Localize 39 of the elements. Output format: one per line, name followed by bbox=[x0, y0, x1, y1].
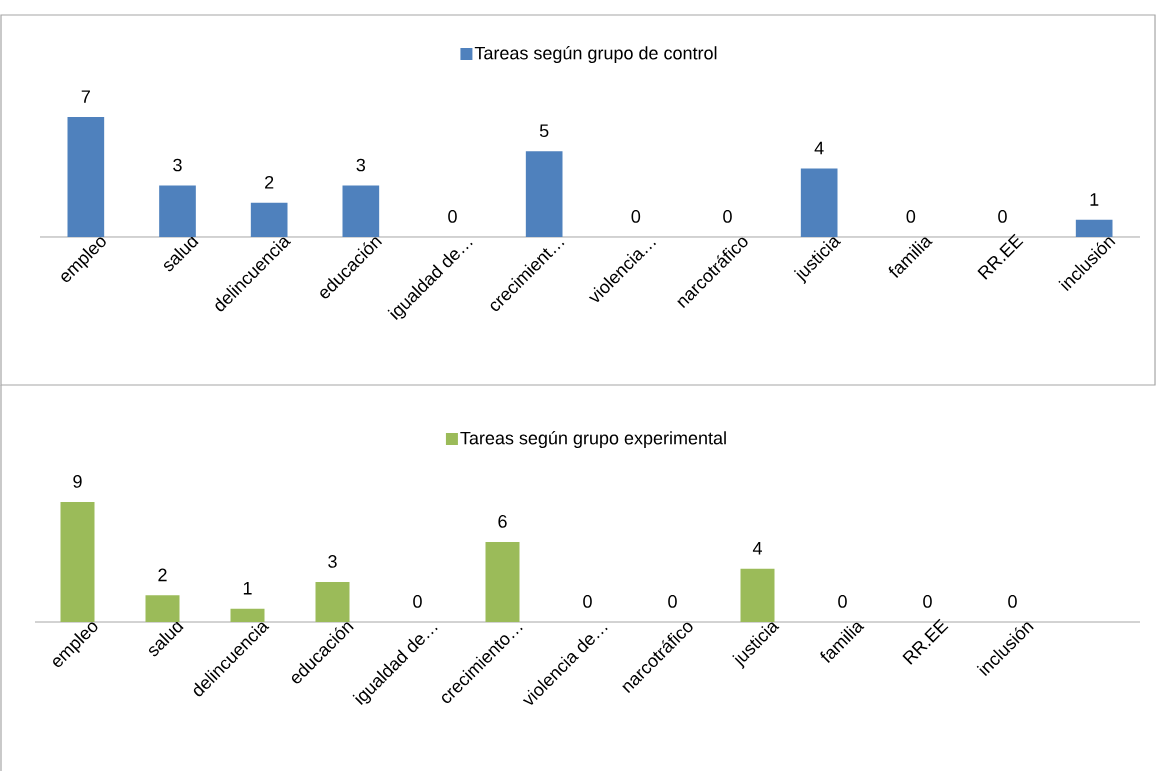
data-label: 2 bbox=[265, 175, 274, 189]
data-label: 0 bbox=[583, 595, 592, 608]
bar bbox=[60, 502, 95, 622]
bar bbox=[485, 542, 520, 622]
data-label: 0 bbox=[1008, 595, 1017, 608]
data-label: 9 bbox=[73, 475, 82, 488]
data-label: 7 bbox=[81, 90, 90, 103]
data-label: 0 bbox=[923, 595, 932, 608]
legend-label: Tareas según grupo de control bbox=[474, 46, 717, 63]
data-label: 4 bbox=[814, 141, 824, 155]
bar bbox=[1075, 219, 1113, 237]
data-label: 3 bbox=[328, 555, 337, 568]
data-label: 0 bbox=[631, 210, 641, 223]
data-label: 6 bbox=[498, 515, 507, 528]
data-label: 0 bbox=[723, 210, 732, 223]
data-label: 3 bbox=[173, 158, 182, 172]
data-label: 0 bbox=[838, 595, 847, 608]
bar bbox=[315, 582, 350, 622]
legend-label: Tareas según grupo experimental bbox=[460, 431, 726, 449]
data-label: 2 bbox=[158, 568, 167, 582]
data-label: 0 bbox=[668, 595, 677, 608]
data-label: 1 bbox=[243, 582, 252, 595]
bar bbox=[740, 568, 775, 622]
data-label: 1 bbox=[1090, 193, 1099, 206]
bar bbox=[342, 185, 380, 237]
data-label: 0 bbox=[413, 595, 422, 608]
bar bbox=[800, 168, 838, 237]
data-label: 4 bbox=[752, 542, 762, 555]
data-label: 3 bbox=[356, 158, 366, 172]
bar bbox=[67, 116, 105, 237]
data-label: 0 bbox=[448, 210, 457, 223]
bar bbox=[145, 595, 180, 622]
bar bbox=[159, 185, 196, 237]
bar bbox=[525, 151, 563, 237]
data-label: 0 bbox=[906, 210, 916, 223]
bar bbox=[250, 202, 288, 237]
data-label: 5 bbox=[539, 124, 549, 138]
data-label: 0 bbox=[998, 210, 1007, 223]
bar bbox=[230, 608, 265, 622]
